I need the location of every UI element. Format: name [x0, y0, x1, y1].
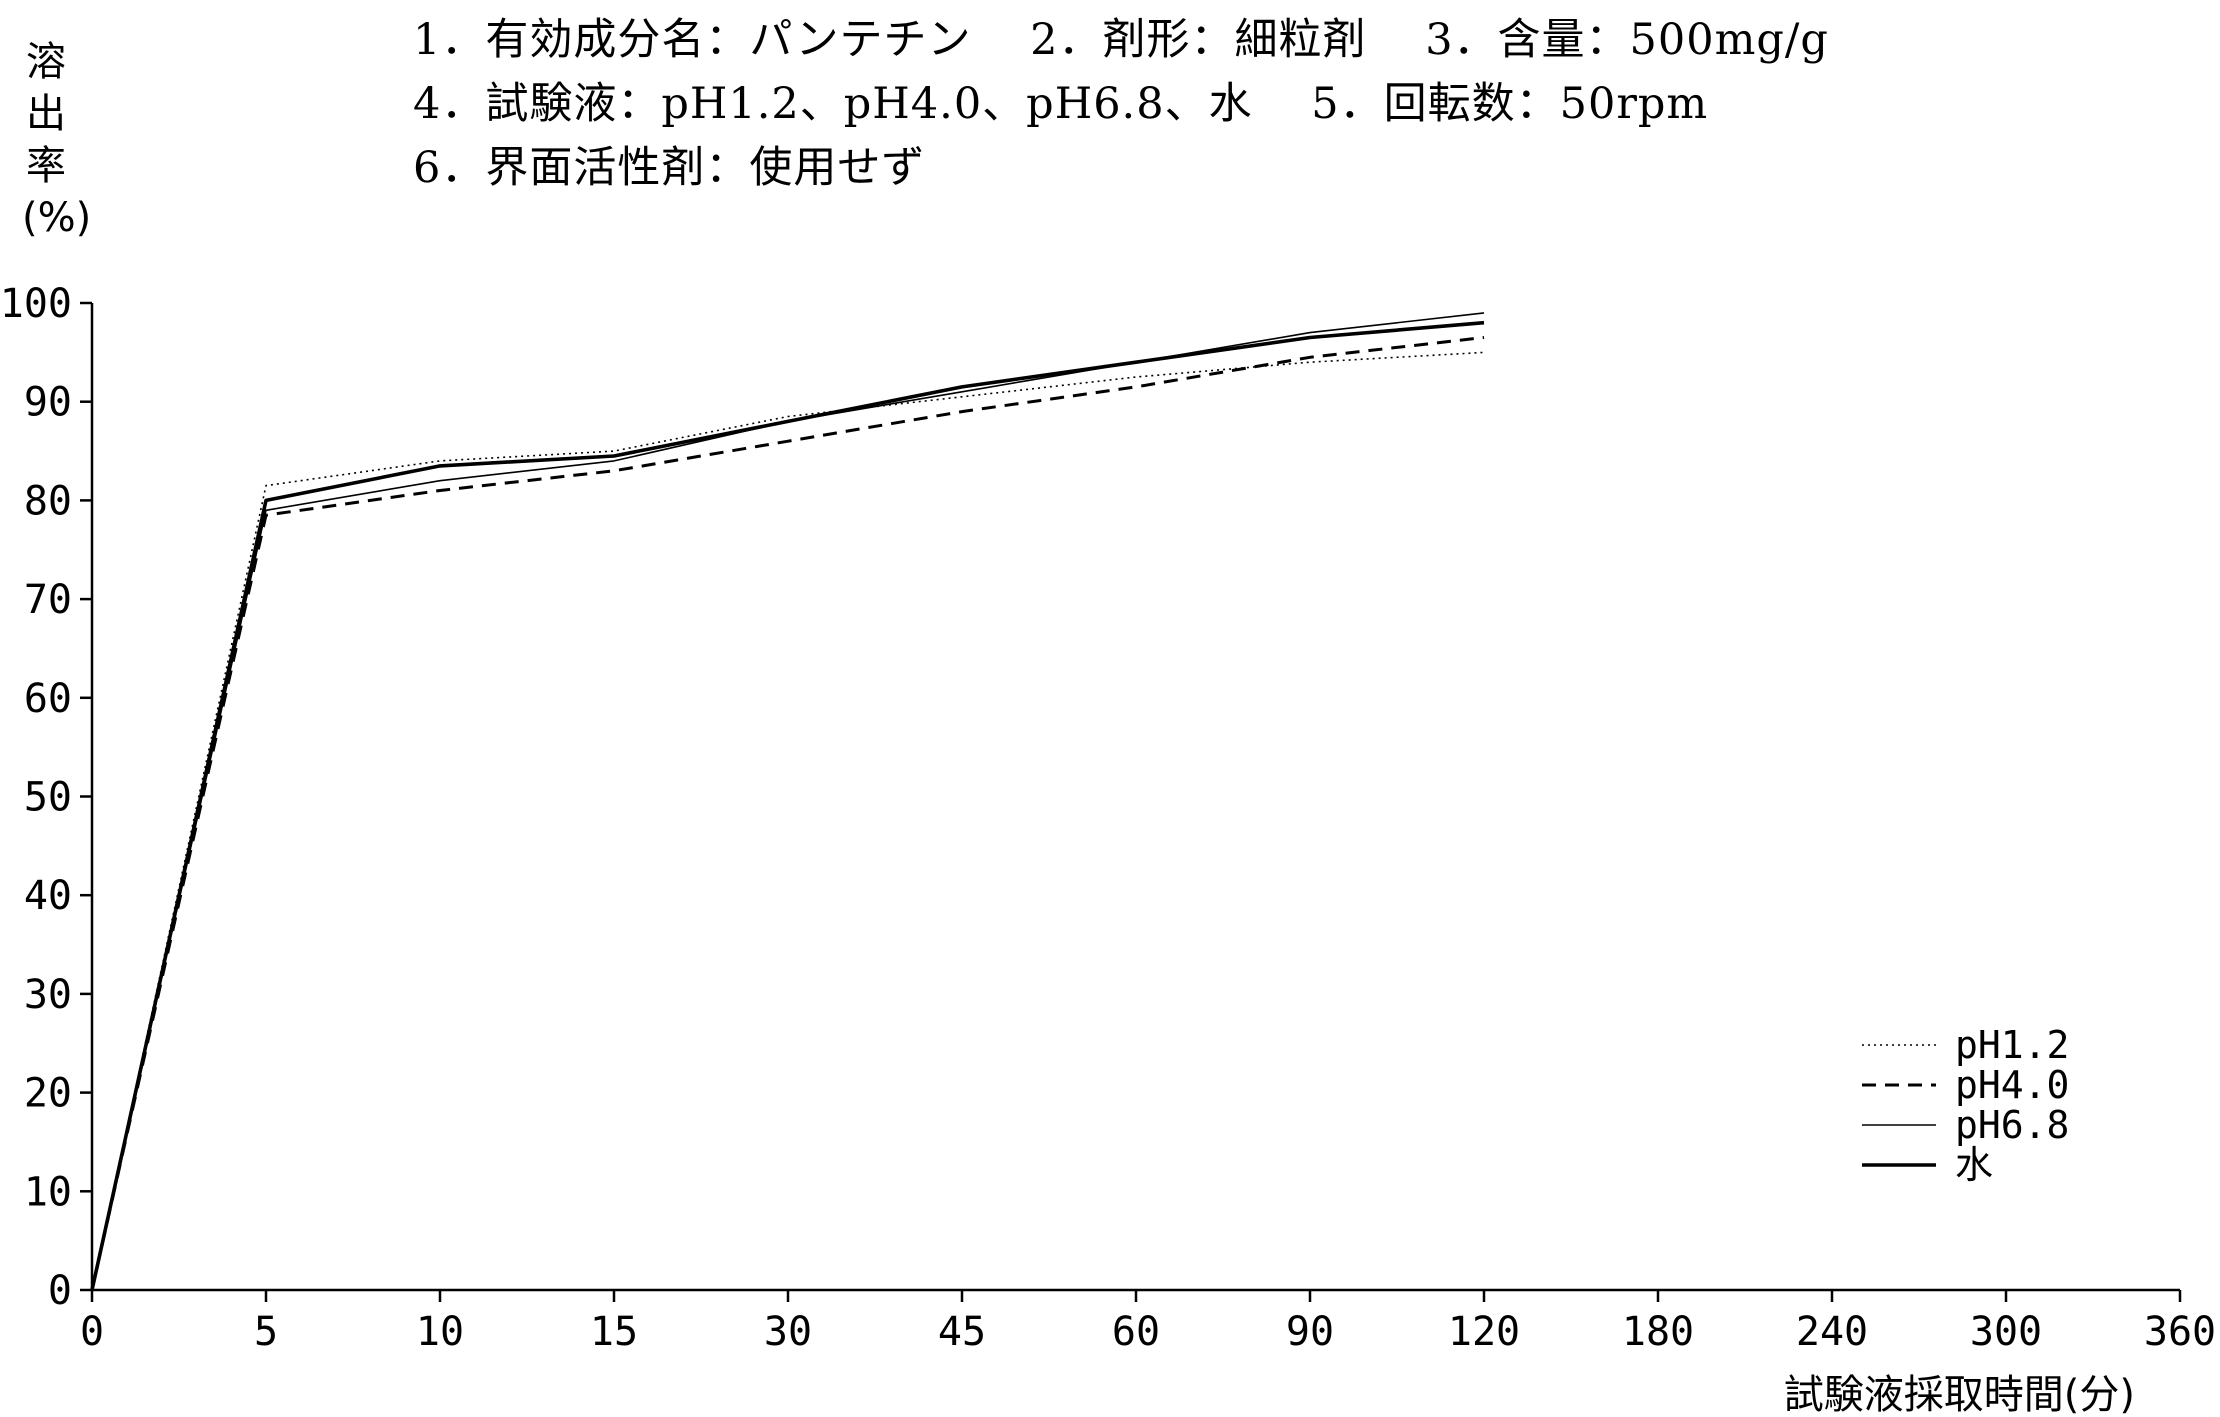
header-line-1: 1．有効成分名：パンテチン 2．剤形：細粒剤 3．含量：500mg/g	[413, 15, 1829, 65]
y-tick-label: 90	[24, 380, 72, 426]
test-conditions-header: 1．有効成分名：パンテチン 2．剤形：細粒剤 3．含量：500mg/g 4．試験…	[413, 8, 1829, 200]
legend-label: pH4.0	[1955, 1063, 2069, 1107]
x-tick-label: 10	[416, 1309, 464, 1355]
x-tick-label: 180	[1622, 1309, 1694, 1355]
y-tick-label: 40	[24, 873, 72, 919]
y-axis-title-char: 溶	[26, 39, 66, 85]
series-line-pH1.2	[91, 351, 1485, 1291]
y-tick-label: 70	[24, 577, 72, 623]
y-tick-label: 50	[24, 775, 72, 821]
x-tick-label: 15	[590, 1309, 638, 1355]
x-axis-title: 試験液採取時間(分)	[1784, 1372, 2135, 1417]
series-line-pH4.0	[90, 336, 1485, 1291]
x-tick-label: 5	[254, 1309, 278, 1355]
series-line-pH6.8	[91, 312, 1485, 1291]
header-line-3: 6．界面活性剤：使用せず	[413, 143, 926, 193]
x-tick-label: 45	[938, 1309, 986, 1355]
legend-label: 水	[1955, 1143, 1993, 1187]
y-tick-label: 10	[24, 1169, 72, 1215]
x-tick-label: 300	[1970, 1309, 2042, 1355]
x-tick-label: 60	[1112, 1309, 1160, 1355]
header-line-2: 4．試験液：pH1.2、pH4.0、pH6.8、水 5．回転数：50rpm	[413, 79, 1709, 129]
y-tick-label: 20	[24, 1071, 72, 1117]
y-axis-title-char: 出	[26, 91, 66, 137]
legend-label: pH1.2	[1955, 1023, 2069, 1067]
x-tick-label: 90	[1286, 1309, 1334, 1355]
legend-label: pH6.8	[1955, 1103, 2069, 1147]
series-line-水	[90, 320, 1485, 1291]
y-tick-label: 30	[24, 972, 72, 1018]
chart-series-group	[90, 312, 1485, 1291]
y-axis-title-char: 率	[26, 143, 66, 189]
y-tick-label: 60	[24, 676, 72, 722]
x-tick-label: 30	[764, 1309, 812, 1355]
y-tick-label: 80	[24, 478, 72, 524]
x-tick-label: 240	[1796, 1309, 1868, 1355]
x-tick-label: 0	[80, 1309, 104, 1355]
x-tick-label: 360	[2144, 1309, 2216, 1355]
y-tick-label: 0	[48, 1268, 72, 1314]
y-tick-label: 100	[0, 281, 72, 327]
chart-axes: 0 10 20 30 40 50 60 70 80 90 100 0 5 10 15 30 45 60 90 120 1…	[0, 281, 2216, 1355]
x-tick-label: 120	[1448, 1309, 1520, 1355]
